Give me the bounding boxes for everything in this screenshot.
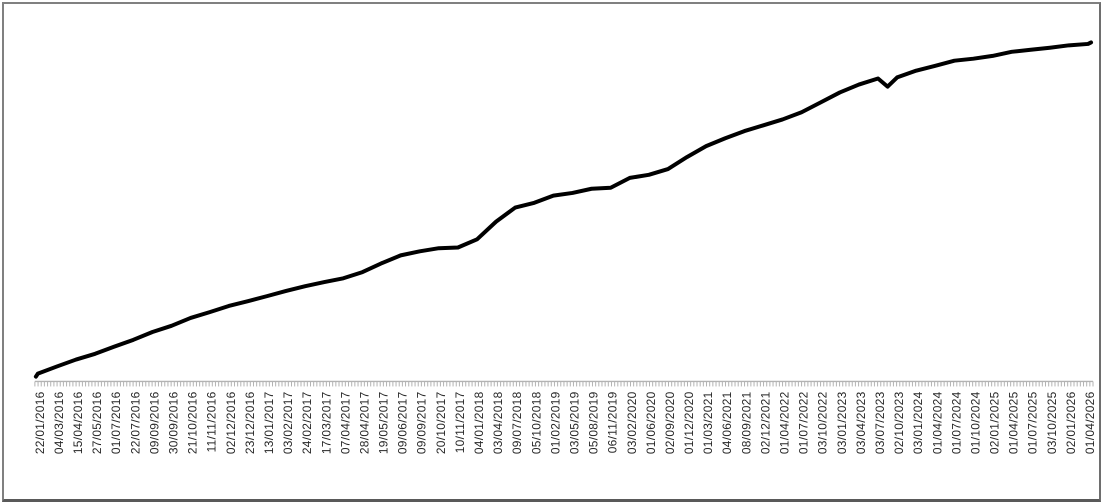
- x-tick-label: 05/08/2019: [587, 391, 601, 454]
- x-tick-label: 08/09/2021: [739, 391, 753, 454]
- x-tick-label: 03/05/2019: [567, 391, 581, 454]
- x-tick-label: 01/07/2022: [797, 391, 811, 454]
- x-tick-label: 06/11/2019: [606, 391, 620, 453]
- x-tick-label: 03/10/2025: [1045, 391, 1059, 454]
- x-tick-label: 05/10/2018: [529, 391, 543, 454]
- x-axis-labels: 22/01/2016 04/03/2016 15/04/2016 27/05/2016…: [33, 391, 1097, 454]
- x-tick-label: 01/04/2024: [930, 391, 944, 454]
- x-tick-label: 09/06/2017: [396, 391, 410, 454]
- x-tick-label: 01/04/2022: [778, 391, 792, 454]
- x-tick-label: 03/07/2023: [873, 391, 887, 454]
- x-tick-label: 04/03/2016: [52, 391, 66, 454]
- x-tick-label: 07/04/2017: [338, 391, 352, 454]
- data-line-series: [33, 40, 1094, 379]
- x-tick-label: 03/02/2017: [281, 391, 295, 454]
- x-tick-label: 30/09/2016: [167, 391, 181, 454]
- x-tick-label: 04/01/2018: [472, 391, 486, 454]
- x-tick-label: 03/10/2022: [816, 391, 830, 454]
- x-tick-label: 19/05/2017: [377, 391, 391, 454]
- x-tick-label: 09/09/2017: [415, 391, 429, 454]
- x-tick-label: 15/04/2016: [71, 391, 85, 454]
- x-tick-label: 17/03/2017: [319, 391, 333, 454]
- x-tick-label: 01/03/2021: [701, 391, 715, 454]
- x-tick-label: 02/12/2021: [758, 391, 772, 454]
- x-tick-label: 01/07/2024: [949, 391, 963, 454]
- x-tick-label: 23/12/2016: [243, 391, 257, 454]
- x-tick-label: 01/07/2016: [109, 391, 123, 454]
- x-tick-label: 01/04/2025: [1007, 391, 1021, 454]
- x-tick-label: 22/01/2016: [33, 391, 47, 454]
- x-tick-label: 10/11/2017: [453, 391, 467, 453]
- x-tick-label: 11/11/2016: [205, 391, 219, 452]
- x-tick-label: 03/01/2024: [911, 391, 925, 454]
- x-tick-label: 02/09/2020: [663, 391, 677, 454]
- x-tick-label: 21/10/2016: [186, 391, 200, 454]
- x-tick-label: 03/04/2018: [491, 391, 505, 454]
- x-tick-label: 01/10/2024: [968, 391, 982, 454]
- x-tick-label: 02/10/2023: [892, 391, 906, 454]
- x-tick-label: 09/07/2018: [510, 391, 524, 454]
- x-tick-label: 22/07/2016: [128, 391, 142, 454]
- x-tick-label: 13/01/2017: [262, 391, 276, 454]
- x-tick-label: 01/07/2025: [1026, 391, 1040, 454]
- x-tick-label: 20/10/2017: [434, 391, 448, 454]
- x-tick-label: 24/02/2017: [300, 391, 314, 454]
- x-tick-label: 03/04/2023: [854, 391, 868, 454]
- x-tick-label: 03/01/2023: [835, 391, 849, 454]
- x-tick-label: 28/04/2017: [357, 391, 371, 454]
- x-tick-label: 03/02/2020: [625, 391, 639, 454]
- x-tick-label: 01/04/2026: [1083, 391, 1097, 454]
- x-tick-label: 01/06/2020: [644, 391, 658, 454]
- line-chart: 22/01/2016 04/03/2016 15/04/2016 27/05/2016…: [33, 40, 1097, 454]
- x-tick-label: 27/05/2016: [90, 391, 104, 454]
- x-tick-label: 02/01/2025: [988, 391, 1002, 454]
- x-tick-label: 01/02/2019: [548, 391, 562, 454]
- x-tick-label: 02/01/2026: [1064, 391, 1078, 454]
- x-tick-label: 02/12/2016: [224, 391, 238, 454]
- x-tick-label: 09/09/2016: [147, 391, 161, 454]
- x-axis-ticks: [34, 381, 1094, 387]
- x-tick-label: 04/06/2021: [720, 391, 734, 454]
- x-tick-label: 01/12/2020: [682, 391, 696, 454]
